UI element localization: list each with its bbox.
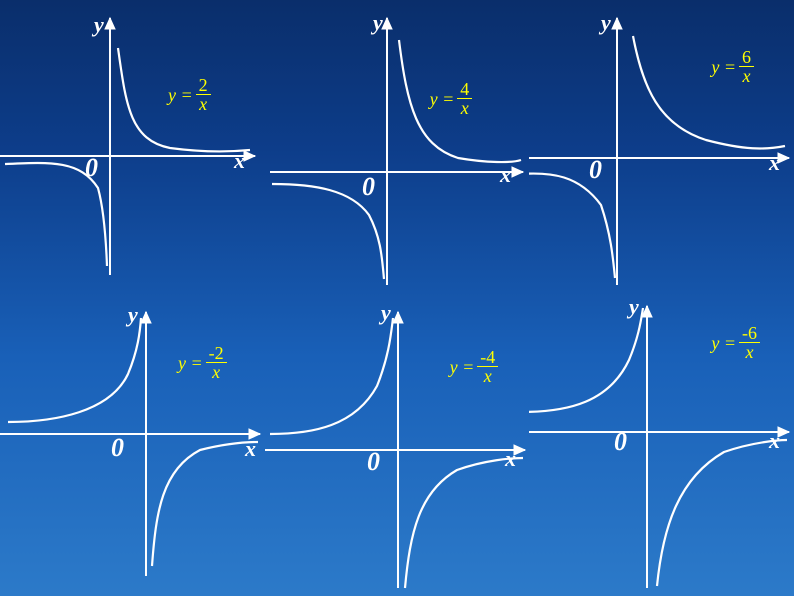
y-axis-label: y xyxy=(378,300,391,325)
curve-q4 xyxy=(657,440,787,586)
equation-fraction: -4x xyxy=(477,348,498,385)
graph-canvas: y x 0 xyxy=(0,0,265,298)
equation-label: y =2x xyxy=(168,76,211,113)
equation-numerator: -6 xyxy=(739,324,760,343)
equation-fraction: -2x xyxy=(206,344,227,381)
y-axis-label: y xyxy=(125,302,138,327)
equation-lhs: y = xyxy=(430,90,455,108)
equation-numerator: 4 xyxy=(457,80,472,99)
curve-q2 xyxy=(270,318,393,434)
hyperbola-graph-g1: yx0y =2x xyxy=(0,0,265,298)
curve-q4 xyxy=(152,442,258,566)
equation-denominator: x xyxy=(196,95,211,113)
x-axis-label: x xyxy=(233,148,245,173)
equation-numerator: 2 xyxy=(196,76,211,95)
origin-label: 0 xyxy=(589,155,602,184)
graph-canvas: y x 0 xyxy=(265,0,530,298)
equation-denominator: x xyxy=(739,343,760,361)
hyperbola-graph-g5: yx0y =-4x xyxy=(265,298,530,596)
curve-q4 xyxy=(405,458,523,588)
hyperbola-graph-g6: yx0y =-6x xyxy=(529,298,794,596)
equation-lhs: y = xyxy=(711,58,736,76)
origin-label: 0 xyxy=(614,427,627,456)
equation-label: y =-6x xyxy=(711,324,760,361)
x-axis-label: x xyxy=(768,428,780,453)
equation-fraction: -6x xyxy=(739,324,760,361)
curve-q3 xyxy=(529,174,615,278)
hyperbola-graph-g2: yx0y =4x xyxy=(265,0,530,298)
y-axis-label: y xyxy=(598,10,611,35)
origin-label: 0 xyxy=(111,433,124,462)
origin-label: 0 xyxy=(362,172,375,201)
origin-label: 0 xyxy=(367,447,380,476)
equation-label: y =-4x xyxy=(450,348,499,385)
equation-lhs: y = xyxy=(450,358,475,376)
curve-q2 xyxy=(529,308,643,412)
equation-label: y =4x xyxy=(430,80,473,117)
equation-fraction: 2x xyxy=(196,76,211,113)
x-axis-label: x xyxy=(499,162,511,187)
x-axis-label: x xyxy=(768,150,780,175)
x-axis-label: x xyxy=(244,436,256,461)
curve-q1 xyxy=(633,36,785,148)
equation-label: y =6x xyxy=(711,48,754,85)
graph-canvas: y x 0 xyxy=(0,298,265,596)
equation-numerator: -4 xyxy=(477,348,498,367)
graph-canvas: y x 0 xyxy=(529,0,794,298)
equation-denominator: x xyxy=(457,99,472,117)
graph-canvas: y x 0 xyxy=(265,298,530,596)
equation-lhs: y = xyxy=(168,86,193,104)
equation-denominator: x xyxy=(739,67,754,85)
curve-q2 xyxy=(8,318,141,422)
x-axis-label: x xyxy=(504,446,516,471)
equation-numerator: 6 xyxy=(739,48,754,67)
equation-lhs: y = xyxy=(178,354,203,372)
equation-denominator: x xyxy=(477,367,498,385)
origin-label: 0 xyxy=(85,153,98,182)
hyperbola-graph-g3: yx0y =6x xyxy=(529,0,794,298)
hyperbola-graph-g4: yx0y =-2x xyxy=(0,298,265,596)
chart-grid: yx0y =2xyx0y =4xyx0y =6xyx0y =-2xyx0y =-… xyxy=(0,0,794,596)
equation-lhs: y = xyxy=(711,334,736,352)
equation-fraction: 6x xyxy=(739,48,754,85)
y-axis-label: y xyxy=(91,12,104,37)
y-axis-label: y xyxy=(626,298,639,319)
equation-denominator: x xyxy=(206,363,227,381)
equation-numerator: -2 xyxy=(206,344,227,363)
y-axis-label: y xyxy=(370,10,383,35)
equation-label: y =-2x xyxy=(178,344,227,381)
equation-fraction: 4x xyxy=(457,80,472,117)
